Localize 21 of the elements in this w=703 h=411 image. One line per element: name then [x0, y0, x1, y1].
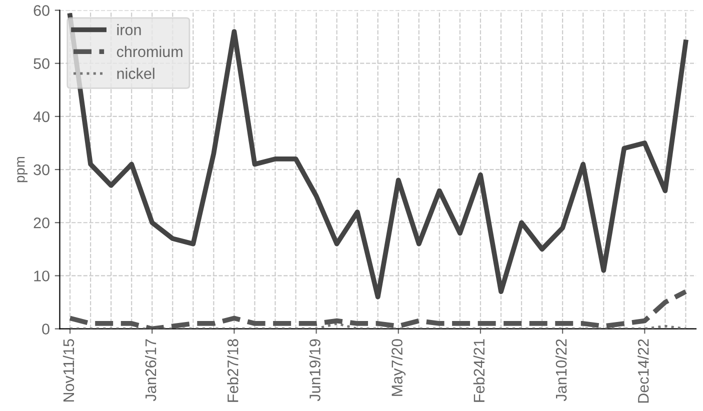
x-tick-label: Nov11/15	[62, 339, 74, 402]
x-tick-label: Feb27/18	[227, 339, 238, 402]
x-tick-label: Dec14/22	[638, 339, 649, 403]
x-tick-label: Jan26/17	[144, 339, 156, 402]
y-axis-title: ppm	[17, 156, 28, 182]
legend-label: nickel	[117, 68, 154, 80]
y-tick-label: 0	[42, 324, 50, 334]
y-tick-label: 60	[34, 5, 50, 16]
legend-label: chromium	[116, 46, 182, 58]
y-tick-label: 50	[34, 58, 50, 70]
line-series	[68, 289, 688, 329]
x-tick-label: May7/20	[391, 339, 406, 396]
y-tick-label: 10	[34, 270, 50, 282]
legend-label: iron	[117, 24, 141, 36]
x-tick-label: Jan10/22	[555, 339, 567, 402]
y-tick-label: 20	[34, 217, 50, 228]
line-series	[68, 13, 688, 300]
y-tick-label: 30	[34, 164, 50, 176]
x-tick-label: Jun19/19	[309, 339, 320, 402]
x-tick-label: Feb24/21	[473, 339, 485, 402]
y-tick-label: 40	[33, 111, 50, 122]
